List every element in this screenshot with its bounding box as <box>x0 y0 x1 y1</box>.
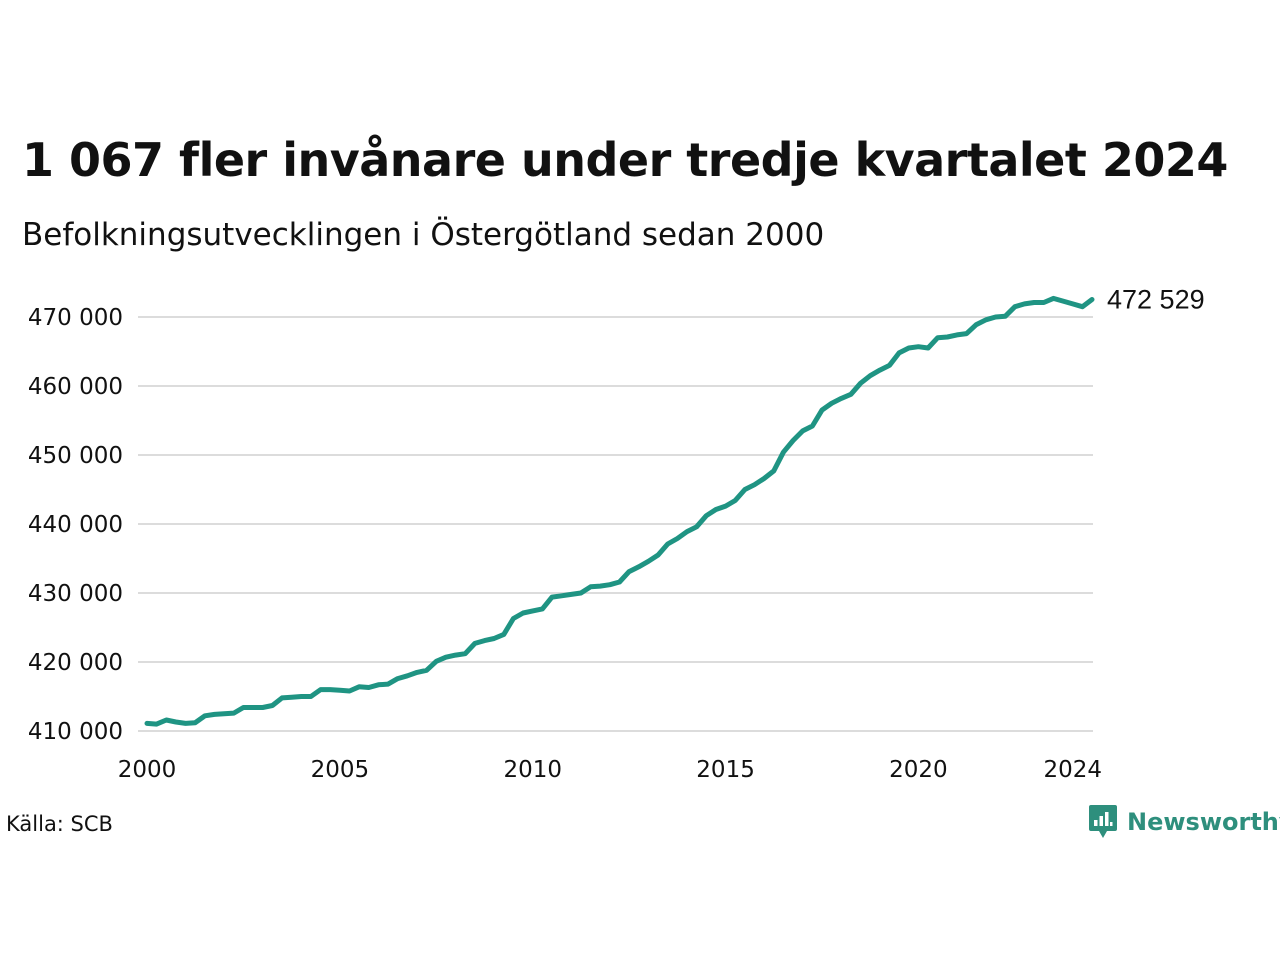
y-tick-label: 450 000 <box>28 443 123 469</box>
x-tick-label: 2010 <box>503 757 562 783</box>
y-tick-label: 410 000 <box>28 719 123 745</box>
y-tick-label: 470 000 <box>28 305 123 331</box>
x-tick-label: 2015 <box>696 757 755 783</box>
source-note: Källa: SCB <box>6 812 113 836</box>
label-layer: 472 529 <box>1107 285 1205 315</box>
y-axis: 410 000 420 000 430 000 440 000 450 000 460 0… <box>28 305 123 745</box>
x-axis: 2000 2005 2010 2015 2020 2024 <box>118 757 1102 783</box>
y-tick-label: 420 000 <box>28 650 123 676</box>
x-tick-label: 2005 <box>311 757 370 783</box>
y-tick-label: 460 000 <box>28 374 123 400</box>
chart-subtitle: Befolkningsutvecklingen i Östergötland s… <box>22 217 825 253</box>
x-tick-label: 2020 <box>889 757 948 783</box>
y-tick-label: 440 000 <box>28 512 123 538</box>
chart-title: 1 067 fler invånare under tredje kvartal… <box>22 133 1228 187</box>
series-layer <box>144 295 1095 727</box>
grid-layer <box>138 316 1093 732</box>
newsworthy-logo-icon <box>1089 805 1117 838</box>
brand-name: Newsworthy <box>1127 808 1280 836</box>
series-line <box>144 295 1095 727</box>
x-tick-label: 2000 <box>118 757 177 783</box>
end-value-label: 472 529 <box>1107 285 1205 315</box>
y-tick-label: 430 000 <box>28 581 123 607</box>
brand-logo: Newsworthy <box>1088 804 1280 840</box>
x-tick-label: 2024 <box>1043 757 1102 783</box>
